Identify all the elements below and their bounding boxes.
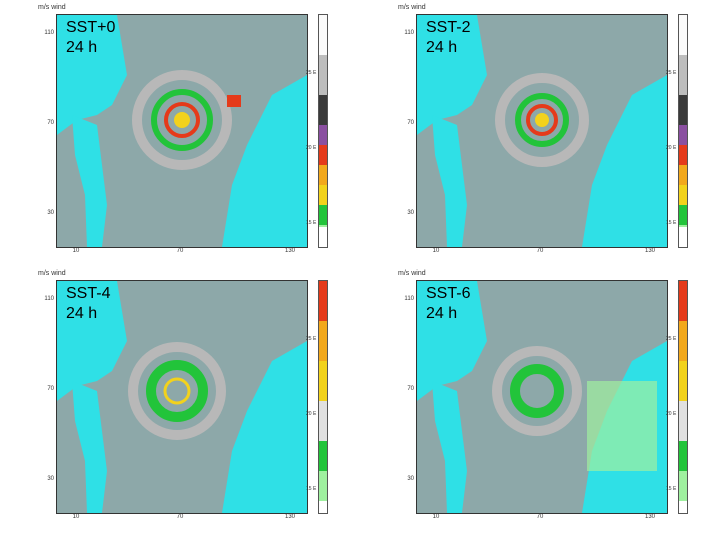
map-svg <box>417 281 667 513</box>
x-tick: 10 <box>432 248 440 254</box>
y-tick: 30 <box>47 476 54 482</box>
colorbar <box>678 280 688 514</box>
map-area <box>416 280 668 514</box>
y-tick: 70 <box>47 386 54 392</box>
map-area <box>416 14 668 248</box>
map-svg <box>417 15 667 247</box>
x-tick: 70 <box>176 514 184 520</box>
y-tick: 70 <box>407 120 414 126</box>
x-tick: 130 <box>284 248 295 254</box>
panel-header: m/s wind <box>398 270 426 277</box>
y-tick: 70 <box>47 120 54 126</box>
x-tick: 130 <box>284 514 295 520</box>
panel-label: SST-6 <box>426 285 471 302</box>
colorbar <box>678 14 688 248</box>
panel-header: m/s wind <box>398 4 426 11</box>
map-area <box>56 280 308 514</box>
panel-time: 24 h <box>66 39 98 56</box>
colorbar <box>318 280 328 514</box>
panel-time: 24 h <box>426 305 458 322</box>
x-tick: 70 <box>536 248 544 254</box>
x-tick: 130 <box>644 248 655 254</box>
panel-time: 24 h <box>66 305 98 322</box>
panel-header: m/s wind <box>38 270 66 277</box>
panel-sst2: m/s wind SST-2 24 h 110 70 30 10 70 130 … <box>360 0 720 270</box>
right-tick: 25 E <box>306 336 317 342</box>
colorbar <box>318 14 328 248</box>
map-area <box>56 14 308 248</box>
x-tick: 130 <box>644 514 655 520</box>
y-tick: 70 <box>407 386 414 392</box>
panel-sst4: m/s wind SST-4 24 h 110 70 30 10 70 130 … <box>0 266 360 536</box>
right-tick: 25 E <box>306 70 317 76</box>
right-tick: 15 E <box>666 486 677 492</box>
y-tick: 30 <box>47 210 54 216</box>
x-tick: 70 <box>176 248 184 254</box>
panel-header: m/s wind <box>38 4 66 11</box>
x-tick: 70 <box>536 514 544 520</box>
right-tick: 15 E <box>306 486 317 492</box>
map-svg <box>57 15 307 247</box>
x-tick: 10 <box>72 248 80 254</box>
panel-time: 24 h <box>426 39 458 56</box>
right-tick: 20 E <box>306 411 317 417</box>
right-tick: 15 E <box>666 220 677 226</box>
right-tick: 20 E <box>666 411 677 417</box>
map-svg <box>57 281 307 513</box>
y-tick: 30 <box>407 476 414 482</box>
x-tick: 10 <box>72 514 80 520</box>
right-tick: 25 E <box>666 336 677 342</box>
panel-label: SST-4 <box>66 285 111 302</box>
panel-label: SST+0 <box>66 19 116 36</box>
right-tick: 20 E <box>666 145 677 151</box>
panel-sst6: m/s wind SST-6 24 h 110 70 30 10 70 130 … <box>360 266 720 536</box>
x-tick: 10 <box>432 514 440 520</box>
panel-sst0: m/s wind SST+0 24 h 110 70 30 10 70 130 … <box>0 0 360 270</box>
y-tick: 110 <box>404 30 414 36</box>
panel-label: SST-2 <box>426 19 471 36</box>
right-tick: 15 E <box>306 220 317 226</box>
y-tick: 110 <box>404 296 414 302</box>
y-tick: 110 <box>44 30 54 36</box>
right-tick: 20 E <box>306 145 317 151</box>
y-tick: 110 <box>44 296 54 302</box>
y-tick: 30 <box>407 210 414 216</box>
right-tick: 25 E <box>666 70 677 76</box>
